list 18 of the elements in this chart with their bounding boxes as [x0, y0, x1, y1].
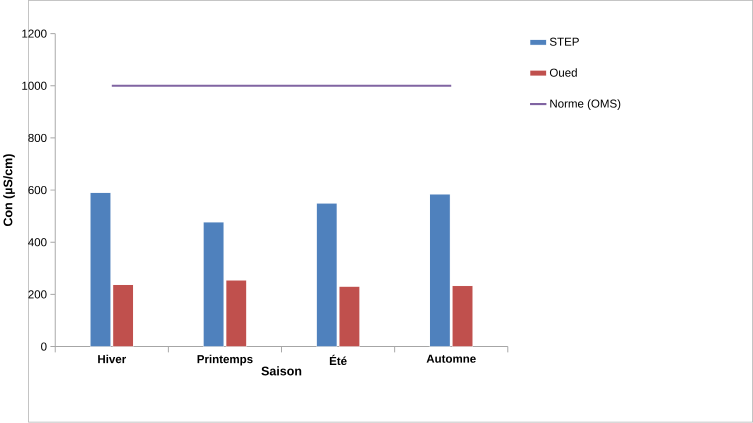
y-axis-title: Con (µS/cm) [3, 154, 15, 226]
y-tick-label: 600 [28, 186, 47, 194]
x-tick-label: Été [330, 354, 347, 366]
y-tick-label: 1000 [22, 82, 47, 90]
bar [203, 222, 224, 348]
x-tick-label: Printemps [198, 354, 253, 366]
y-tick-label: 800 [28, 134, 47, 142]
x-tick-label: Hiver [98, 354, 126, 364]
y-tick-label: 200 [28, 290, 47, 299]
legend-label: STEP [550, 38, 579, 46]
legend-label: Norme (OMS) [550, 99, 620, 110]
y-tick-label: 1200 [22, 30, 47, 38]
legend-label: Oued [550, 68, 577, 77]
y-tick-label: 400 [28, 238, 47, 247]
y-tick-label: 0 [41, 342, 47, 351]
bar [226, 280, 247, 348]
x-axis-title: Saison [261, 366, 302, 376]
x-tick-label: Automne [426, 354, 476, 364]
